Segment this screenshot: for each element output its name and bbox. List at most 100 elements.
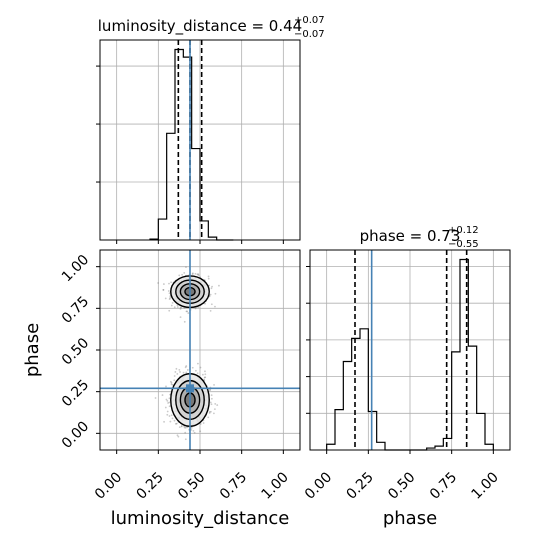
p1-tick-marks (96, 65, 284, 244)
joint-scatter-point (199, 423, 202, 425)
joint-scatter-point (178, 369, 181, 371)
joint-scatter-point (171, 417, 174, 420)
phase-y-tick-label-4: 1.00 (59, 252, 92, 285)
joint-scatter-point (186, 369, 189, 371)
joint-scatter-point (185, 365, 188, 367)
luminosity-distance-x-tick-label-4: 1.00 (259, 469, 292, 502)
marginal-luminosity-distance-panel (96, 39, 301, 244)
luminosity-distance-histogram (149, 48, 234, 241)
x-axis-label-luminosity-distance: luminosity_distance (111, 508, 290, 529)
luminosity-distance-x-tick-label-3: 0.75 (217, 469, 250, 502)
phase-x-tick-label-3: 0.75 (427, 469, 460, 502)
joint-scatter-point (173, 375, 176, 377)
joint-scatter-point (191, 272, 194, 275)
joint-scatter-point (176, 434, 179, 437)
joint-x-tick-labels: 0.00 0.25 0.50 0.75 1.00 (92, 469, 292, 502)
joint-scatter-point (168, 298, 171, 300)
joint-scatter-point (214, 305, 216, 308)
x-axis-label-phase: phase (383, 508, 437, 529)
joint-scatter-point (166, 400, 169, 402)
joint-scatter-point (213, 384, 215, 386)
joint-scatter-point (182, 371, 185, 374)
joint-scatter-point (209, 293, 212, 296)
p2-tick-marks (306, 266, 494, 454)
joint-panel: 0.000.250.500.751.00 0.00 0.25 0.50 0.75 1.0… (59, 249, 301, 503)
joint-scatter-point (180, 425, 183, 428)
joint-truth-lines (100, 250, 300, 450)
joint-scatter-point (210, 403, 213, 406)
joint-scatter-point (193, 431, 196, 434)
joint-scatter-point (166, 410, 169, 413)
joint-scatter-point (162, 288, 165, 291)
joint-scatter-point (179, 306, 182, 309)
joint-scatter-point (170, 383, 173, 386)
joint-scatter-point (168, 397, 171, 400)
joint-scatter-point (214, 292, 217, 295)
joint-scatter-point (190, 428, 193, 431)
joint-scatter-point (176, 373, 179, 375)
joint-scatter-point (170, 381, 173, 384)
luminosity-distance-x-tick-label-1: 0.25 (134, 469, 167, 502)
joint-scatter-point (196, 372, 199, 375)
joint-scatter-point (197, 274, 200, 277)
joint-scatter-point (169, 297, 171, 299)
phase-x-tick-label-0: 0.00 (302, 469, 335, 502)
phase-y-tick-label-3: 0.75 (59, 293, 92, 326)
joint-scatter-point (210, 397, 213, 400)
joint-scatter-point (207, 275, 210, 278)
joint-scatter-point (202, 422, 205, 424)
joint-scatter-point (168, 292, 171, 295)
phase-title-plus: +0.12 (448, 225, 479, 236)
joint-scatter-point (185, 310, 188, 313)
y-axis-label-phase: phase (22, 323, 43, 377)
joint-scatter-point (185, 371, 188, 374)
joint-scatter-point (184, 438, 187, 441)
joint-scatter-point (168, 405, 171, 408)
joint-scatter-point (183, 272, 186, 274)
joint-scatter-point (204, 370, 206, 373)
joint-scatter-point (199, 366, 202, 369)
phase-title: phase = 0.73 (360, 227, 461, 245)
joint-scatter-point (192, 430, 195, 432)
joint-scatter-point (194, 272, 197, 275)
joint-scatter-point (204, 302, 206, 305)
phase-y-tick-label-2: 0.50 (59, 335, 92, 368)
joint-y-tick-labels: 0.00 0.25 0.50 0.75 1.00 (59, 252, 92, 452)
luminosity-distance-title-plus: +0.07 (294, 15, 325, 26)
joint-scatter-point (161, 394, 164, 396)
luminosity-distance-x-tick-label-0: 0.00 (92, 469, 125, 502)
joint-scatter-point (210, 303, 213, 306)
phase-x-tick-label-1: 0.25 (344, 469, 377, 502)
joint-scatter-point (191, 366, 194, 369)
joint-scatter-point (173, 306, 176, 309)
joint-scatter-point (167, 290, 170, 292)
joint-scatter-point (199, 430, 202, 433)
phase-x-tick-label-4: 1.00 (469, 469, 502, 502)
joint-scatter-point (168, 401, 171, 404)
joint-scatter-point (186, 310, 189, 313)
joint-scatter-point (171, 383, 174, 386)
phase-x-tick-labels: 0.00 0.25 0.50 0.75 1.00 (302, 469, 502, 502)
joint-scatter-point (170, 304, 173, 307)
joint-scatter-point (208, 410, 211, 413)
joint-scatter-point (180, 425, 183, 427)
joint-truth-marker (186, 384, 194, 393)
joint-scatter-point (204, 376, 207, 379)
joint-scatter-point (194, 307, 197, 310)
joint-scatter-point (210, 287, 213, 290)
joint-scatter-point (185, 266, 187, 269)
joint-scatter-point (175, 422, 178, 425)
luminosity-distance-title: luminosity_distance = 0.44 (98, 17, 302, 36)
joint-scatter-point (179, 371, 181, 373)
marginal-phase-panel: 0.00 0.25 0.50 0.75 1.00 (302, 249, 511, 503)
joint-scatter-point (179, 316, 182, 319)
joint-scatter-point (210, 410, 212, 413)
joint-scatter-point (162, 283, 165, 285)
p1-quantile-and-truth-lines (177, 40, 203, 240)
joint-scatter-point (157, 282, 159, 284)
joint-scatter-point (184, 366, 187, 369)
joint-scatter-point (176, 306, 179, 308)
joint-scatter-point (173, 419, 176, 422)
joint-scatter-point (171, 301, 174, 304)
